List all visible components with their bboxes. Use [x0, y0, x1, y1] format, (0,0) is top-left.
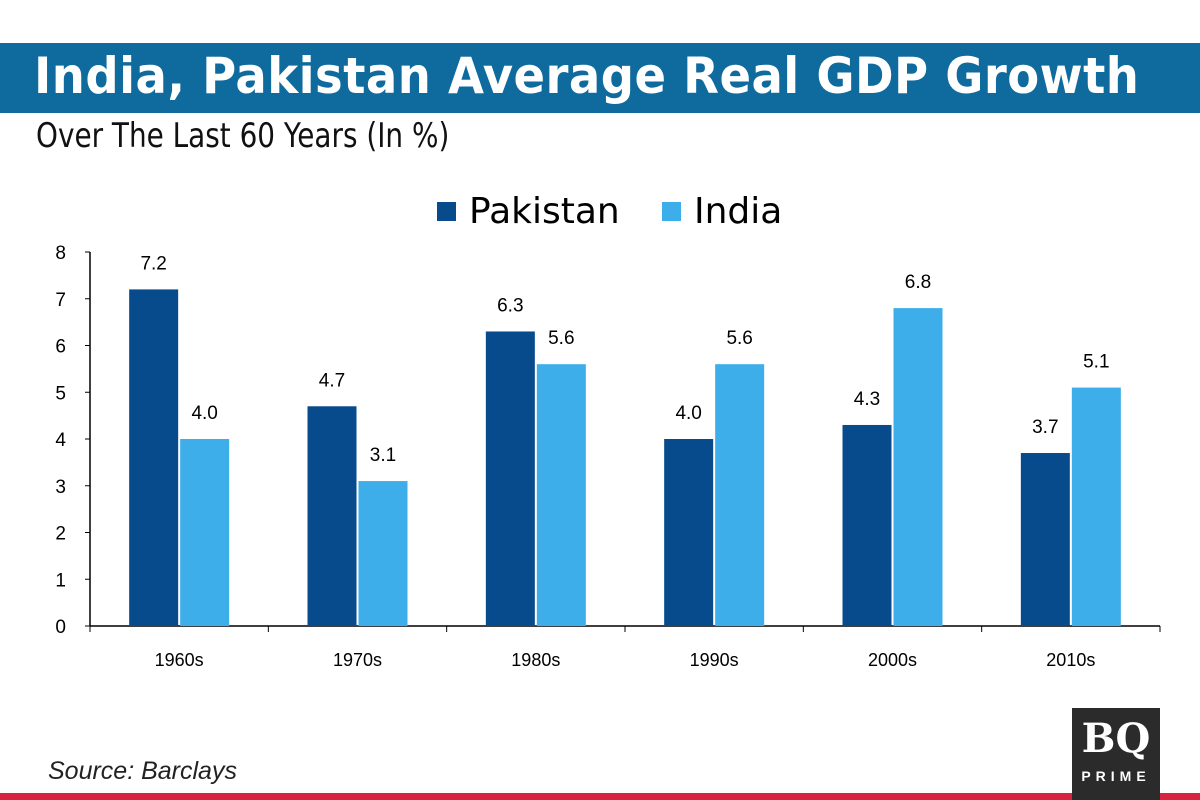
footer-line	[0, 793, 1200, 800]
y-tick-label: 5	[55, 383, 66, 404]
data-label: 4.3	[854, 389, 880, 410]
title-band	[0, 43, 1200, 113]
data-label: 3.1	[370, 445, 396, 466]
y-tick-label: 3	[55, 477, 66, 498]
data-label: 7.2	[140, 253, 166, 274]
source-note: Source: Barclays	[48, 757, 237, 785]
y-tick-label: 1	[55, 570, 66, 591]
data-label: 6.8	[905, 272, 931, 293]
y-tick-label: 4	[55, 430, 66, 451]
legend-swatch	[662, 202, 681, 221]
y-tick-label: 2	[55, 524, 66, 545]
x-tick-label: 1990s	[690, 650, 739, 670]
chart-title: India, Pakistan Average Real GDP Growth	[34, 47, 1140, 105]
bar-pakistan	[307, 406, 357, 626]
data-label: 5.6	[726, 328, 752, 349]
x-tick-label: 2000s	[868, 650, 917, 670]
bar-pakistan	[129, 289, 179, 626]
bar-india	[715, 364, 765, 626]
legend-swatch	[437, 202, 456, 221]
data-label: 4.7	[319, 370, 345, 391]
data-label: 5.6	[548, 328, 574, 349]
data-label: 4.0	[675, 403, 701, 424]
bar-india	[358, 481, 408, 626]
data-label: 4.0	[191, 403, 217, 424]
data-label: 6.3	[497, 295, 523, 316]
y-tick-label: 0	[55, 617, 66, 638]
legend-label: Pakistan	[469, 191, 620, 232]
bar-india	[536, 364, 586, 626]
data-label: 5.1	[1083, 352, 1109, 373]
data-label: 3.7	[1032, 417, 1058, 438]
bq-prime-logo: BQ PRIME	[1072, 708, 1160, 800]
bar-india	[893, 308, 943, 626]
y-tick-label: 7	[55, 290, 66, 311]
legend-label: India	[694, 191, 782, 232]
y-tick-label: 6	[55, 337, 66, 358]
bar-pakistan	[485, 331, 535, 626]
x-tick-label: 2010s	[1046, 650, 1095, 670]
x-tick-label: 1970s	[333, 650, 382, 670]
x-tick-label: 1980s	[511, 650, 560, 670]
bar-pakistan	[1020, 453, 1070, 626]
bar-pakistan	[842, 424, 892, 626]
bar-india	[1071, 387, 1121, 626]
bar-pakistan	[664, 439, 714, 626]
chart-subtitle: Over The Last 60 Years (In %)	[36, 116, 450, 156]
bar-india	[180, 439, 230, 626]
y-tick-label: 8	[55, 243, 66, 264]
x-tick-label: 1960s	[155, 650, 204, 670]
